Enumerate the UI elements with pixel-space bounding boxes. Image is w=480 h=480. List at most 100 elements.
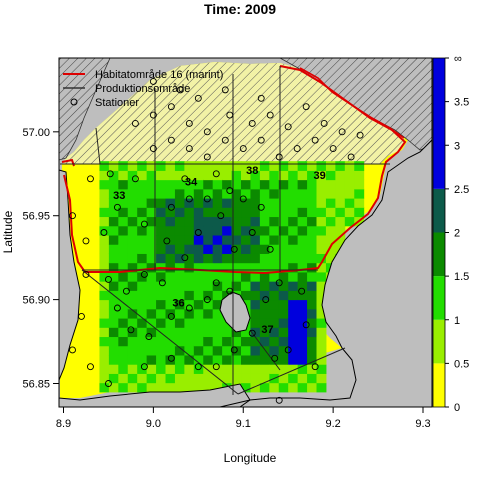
x-axis: 8.9 9.0 9.1 9.2 9.3 [56, 407, 431, 430]
heat-cell [108, 382, 119, 393]
heat-cell [269, 244, 280, 254]
heat-cell [146, 327, 157, 338]
x-tick-label: 9.3 [415, 418, 430, 430]
station-marker [239, 195, 247, 203]
station-marker [239, 145, 247, 153]
heat-cell [297, 188, 308, 199]
station-marker [320, 119, 328, 127]
heat-cell [297, 262, 308, 273]
heat-cell [212, 354, 223, 365]
heat-cell [250, 318, 261, 328]
heat-cell [193, 299, 204, 310]
heat-cell [307, 207, 318, 218]
heat-cell [250, 336, 261, 347]
colorbar: 0 0.5 1 1.5 2 2.5 3 3.5 ∞ [432, 53, 469, 414]
y-tick-label: 56.90 [22, 295, 50, 307]
heat-cell [278, 253, 289, 264]
heat-cell [250, 308, 261, 319]
heat-cell [259, 373, 270, 384]
station-marker [104, 380, 112, 387]
heat-cell [193, 318, 204, 328]
heat-cell [193, 262, 204, 273]
heat-cell [307, 271, 318, 282]
heat-cell [146, 207, 157, 218]
colorbar-tick-label: 3.5 [454, 97, 469, 109]
legend-station-label: Stationer [95, 97, 139, 109]
heat-cell [118, 308, 129, 319]
heat-cell [203, 244, 214, 254]
heat-cell [174, 364, 185, 374]
heat-cell [193, 290, 204, 301]
heat-cell [297, 336, 308, 347]
chart-title: Time: 2009 [204, 1, 276, 17]
heat-cell [156, 327, 167, 338]
heat-cell [108, 354, 119, 365]
heat-cell [156, 382, 167, 393]
heat-cell [156, 225, 167, 236]
heat-cell [184, 244, 195, 254]
heat-cell [212, 345, 223, 356]
heat-cell [316, 216, 327, 227]
heat-cell [193, 308, 204, 319]
heat-cell [307, 308, 318, 319]
heat-cell [165, 373, 176, 384]
heat-cell [118, 170, 129, 181]
heat-cell [174, 281, 185, 291]
heat-cell [203, 299, 214, 310]
heat-cell [222, 271, 233, 282]
heat-cell [241, 364, 251, 374]
heat-cell [146, 382, 157, 393]
heat-cell [184, 382, 195, 393]
heat-cell [288, 262, 299, 273]
heat-cell [288, 170, 299, 181]
heat-cell [288, 345, 299, 356]
heat-cell [184, 345, 195, 356]
heat-cell [203, 271, 214, 282]
heat-cell [174, 188, 185, 199]
heat-cell [184, 170, 195, 181]
heat-cell [127, 253, 138, 264]
heat-cell [127, 354, 138, 365]
heat-cell [288, 188, 299, 199]
heat-cell [146, 318, 157, 328]
heat-cell [241, 373, 251, 384]
heat-cell [118, 364, 129, 374]
station-marker [203, 128, 211, 136]
heat-cell [278, 235, 289, 245]
heat-cell [325, 253, 336, 264]
heat-cell [203, 327, 214, 338]
heat-cell [193, 161, 204, 171]
heat-cell [184, 188, 195, 199]
heat-cell [278, 299, 289, 310]
heat-cell [203, 364, 214, 374]
station-marker [163, 237, 171, 245]
heat-cell [184, 299, 195, 310]
heat-cell [288, 271, 299, 282]
heat-cell [108, 179, 119, 190]
heat-cell [335, 235, 346, 245]
colorbar-tick-label: 3 [454, 140, 460, 152]
heat-cell [137, 170, 148, 181]
heat-cell [269, 198, 280, 208]
heat-cell [269, 336, 280, 347]
heat-cell [297, 318, 308, 328]
heat-cell [288, 373, 299, 384]
heat-cell [269, 327, 280, 338]
heat-cell [118, 216, 129, 227]
station-marker [167, 312, 175, 320]
heat-cell [316, 225, 327, 236]
heat-cell [118, 336, 129, 347]
heat-cell [212, 327, 223, 338]
heat-cell [118, 373, 129, 384]
heat-cell [241, 225, 251, 236]
heatmap-cells [99, 161, 365, 393]
heat-cell [297, 308, 308, 319]
y-tick-label: 57.00 [22, 127, 50, 139]
legend: Habitatområde 16 (marint) Produktionsomr… [63, 69, 223, 109]
heat-cell [269, 318, 280, 328]
heat-cell [316, 170, 327, 181]
heat-cell [325, 207, 336, 218]
heat-cell [165, 271, 176, 282]
heat-cell [99, 327, 110, 338]
heat-cell [108, 198, 119, 208]
